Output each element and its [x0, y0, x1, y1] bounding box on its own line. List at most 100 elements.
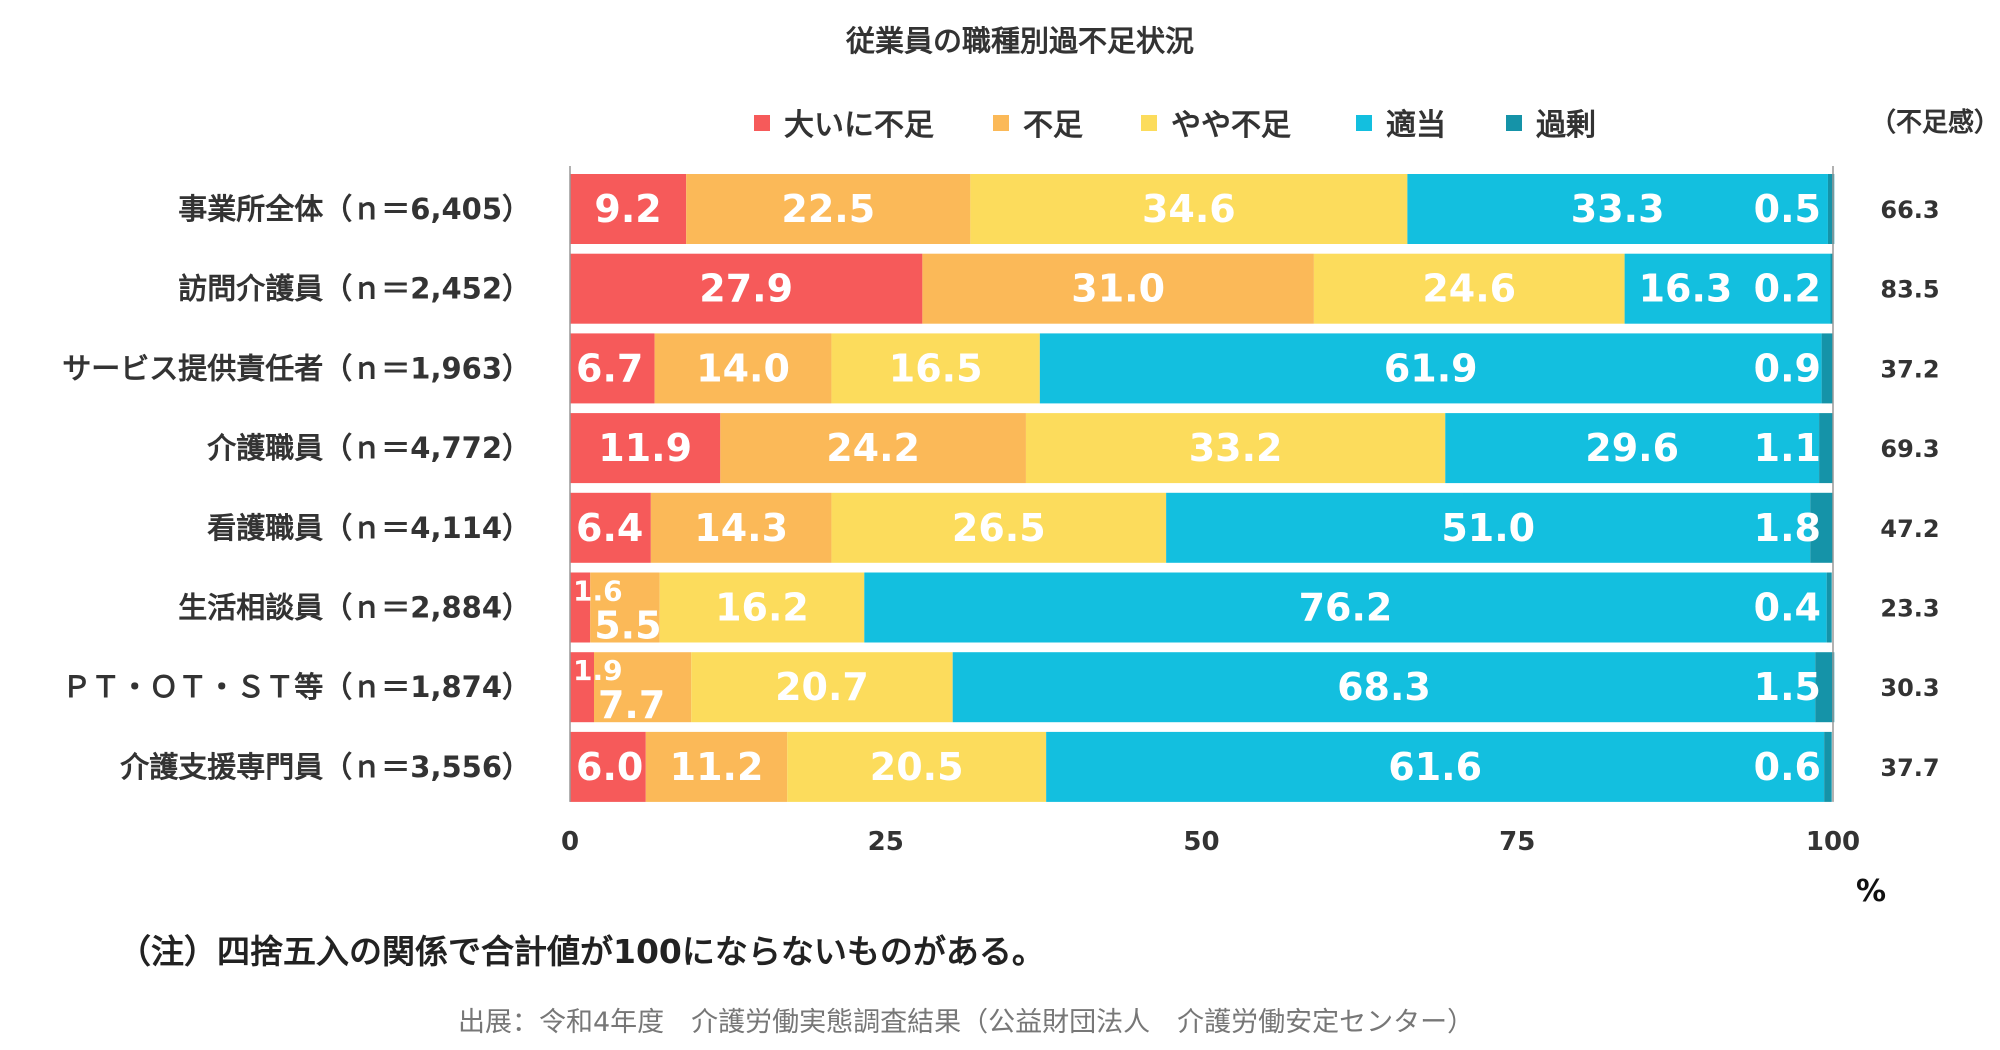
- bar-segment-0-3: [1407, 174, 1828, 244]
- bar-segment-1-4: [1830, 253, 1833, 324]
- value-label-0-0: 9.2: [594, 187, 661, 231]
- bar-segment-2-0: [570, 333, 655, 404]
- value-label-1-0: 27.9: [699, 267, 793, 311]
- bar-segment-2-3: [1039, 333, 1822, 404]
- value-label-2-1: 14.0: [696, 346, 790, 390]
- legend-swatch-0: [754, 115, 770, 131]
- bar-segment-1-2: [1313, 253, 1625, 324]
- category-label-4: 看護職員（ｎ＝4,114）: [207, 511, 531, 545]
- x-tick-label-0: 0: [561, 827, 579, 857]
- shortage-sense-3: 69.3: [1880, 435, 1939, 463]
- shortage-sense-5: 23.3: [1880, 595, 1939, 623]
- value-label-7-0: 6.0: [576, 745, 643, 789]
- value-label-3-1: 24.2: [826, 426, 920, 470]
- value-label-6-1: 7.7: [598, 683, 665, 727]
- value-label-3-0: 11.9: [598, 426, 692, 470]
- value-label-5-2: 16.2: [715, 586, 809, 630]
- bar-segment-6-3: [952, 652, 1816, 723]
- bar-segment-4-2: [831, 492, 1167, 563]
- value-label-5-1: 5.5: [594, 604, 661, 648]
- value-label-0-3: 33.3: [1571, 187, 1665, 231]
- value-label-0-2: 34.6: [1142, 187, 1236, 231]
- bar-segment-3-1: [720, 413, 1026, 484]
- bar-segment-4-1: [650, 492, 832, 563]
- legend-swatch-2: [1141, 115, 1157, 131]
- value-label-5-0: 1.6: [573, 575, 623, 608]
- bar-segment-1-3: [1624, 253, 1831, 324]
- bar-segment-6-1: [593, 652, 692, 723]
- value-label-5-4: 0.4: [1754, 586, 1821, 630]
- x-tick-label-2: 50: [1183, 827, 1219, 857]
- value-label-7-3: 61.6: [1388, 745, 1482, 789]
- value-label-3-2: 33.2: [1189, 426, 1283, 470]
- bar-segment-3-0: [570, 413, 721, 484]
- bar-segment-7-3: [1046, 731, 1825, 802]
- value-label-1-3: 16.3: [1639, 267, 1733, 311]
- value-label-1-4: 0.2: [1754, 267, 1821, 311]
- footnote: （注）四捨五入の関係で合計値が100にならないものがある。: [118, 932, 1045, 971]
- bar-segment-0-0: [570, 174, 687, 244]
- legend-swatch-1: [993, 115, 1009, 131]
- bar-segment-3-2: [1025, 413, 1446, 484]
- bar-segment-0-1: [686, 174, 971, 244]
- bar-segment-2-2: [831, 333, 1040, 404]
- bar-segment-7-4: [1824, 731, 1832, 802]
- bar-segment-3-4: [1819, 413, 1833, 484]
- value-label-6-3: 68.3: [1337, 665, 1431, 709]
- value-label-5-3: 76.2: [1299, 586, 1393, 630]
- value-label-0-4: 0.5: [1754, 187, 1821, 231]
- bar-segment-2-1: [654, 333, 832, 404]
- category-label-6: ＰＴ・ＯＴ・ＳＴ等（ｎ＝1,874）: [62, 670, 531, 704]
- value-label-7-2: 20.5: [870, 745, 964, 789]
- value-label-4-4: 1.8: [1754, 506, 1821, 550]
- value-label-6-4: 1.5: [1754, 665, 1821, 709]
- value-label-3-3: 29.6: [1585, 426, 1679, 470]
- bar-segment-1-1: [922, 253, 1314, 324]
- bar-segment-0-2: [970, 174, 1408, 244]
- value-label-2-3: 61.9: [1384, 346, 1478, 390]
- bar-segment-1-0: [570, 253, 923, 324]
- bar-segment-7-2: [787, 731, 1047, 802]
- x-tick-label-1: 25: [868, 827, 904, 857]
- value-label-4-1: 14.3: [694, 506, 788, 550]
- bar-segment-6-2: [691, 652, 953, 723]
- value-label-4-3: 51.0: [1441, 506, 1535, 550]
- x-tick-label-3: 75: [1499, 827, 1535, 857]
- shortage-sense-6: 30.3: [1880, 674, 1939, 702]
- bar-segment-3-3: [1445, 413, 1820, 484]
- bar-segment-5-0: [570, 572, 591, 643]
- category-label-3: 介護職員（ｎ＝4,772）: [206, 431, 531, 465]
- shortage-sense-header: （不足感）: [1870, 108, 2000, 138]
- category-label-2: サービス提供責任者（ｎ＝1,963）: [62, 351, 531, 385]
- legend-swatch-3: [1356, 115, 1372, 131]
- legend: 大いに不足 不足 やや不足 適当 過剰: [754, 108, 1596, 143]
- value-label-7-1: 11.2: [670, 745, 764, 789]
- x-axis: 0 25 50 75 100: [561, 166, 1860, 857]
- category-label-1: 訪問介護員（ｎ＝2,452）: [178, 272, 531, 306]
- value-label-6-0: 1.9: [573, 654, 623, 687]
- x-tick-label-4: 100: [1806, 827, 1860, 857]
- legend-swatch-4: [1506, 115, 1522, 131]
- legend-label-4: 過剰: [1536, 108, 1596, 143]
- value-label-6-2: 20.7: [775, 665, 869, 709]
- source-credit: 出展：令和4年度 介護労働実態調査結果（公益財団法人 介護労働安定センター）: [458, 1007, 1475, 1038]
- value-label-1-2: 24.6: [1422, 267, 1516, 311]
- bar-segment-5-3: [864, 572, 1827, 643]
- bars: 事業所全体（ｎ＝6,405） 66.3 訪問介護員（ｎ＝2,452） 83.5 サービス…: [62, 174, 1940, 802]
- legend-label-0: 大いに不足: [784, 108, 934, 143]
- x-axis-unit: %: [1856, 874, 1886, 909]
- legend-label-1: 不足: [1023, 108, 1083, 143]
- value-label-4-2: 26.5: [952, 506, 1046, 550]
- shortage-sense-7: 37.7: [1880, 754, 1939, 782]
- bar-segment-7-0: [570, 731, 646, 802]
- bar-segment-4-3: [1166, 492, 1811, 563]
- chart-title: 従業員の職種別過不足状況: [845, 24, 1194, 58]
- bar-segment-5-4: [1826, 572, 1832, 643]
- category-label-0: 事業所全体（ｎ＝6,405）: [178, 192, 531, 226]
- bar-segment-5-2: [659, 572, 865, 643]
- shortage-sense-1: 83.5: [1880, 276, 1939, 304]
- category-label-7: 介護支援専門員（ｎ＝3,556）: [119, 750, 531, 784]
- value-label-4-0: 6.4: [576, 506, 643, 550]
- legend-label-3: 適当: [1386, 108, 1446, 143]
